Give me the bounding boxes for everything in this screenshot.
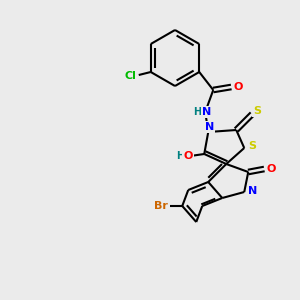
Text: N: N: [205, 122, 214, 132]
Text: H: H: [193, 107, 201, 117]
Text: Cl: Cl: [125, 71, 137, 81]
Text: Br: Br: [154, 201, 168, 211]
Text: O: O: [184, 151, 193, 161]
Text: H: H: [176, 151, 184, 161]
Text: N: N: [202, 107, 211, 117]
Text: S: S: [248, 141, 256, 151]
Text: N: N: [248, 186, 257, 196]
Text: O: O: [267, 164, 276, 174]
Text: O: O: [234, 82, 243, 92]
Text: S: S: [253, 106, 261, 116]
